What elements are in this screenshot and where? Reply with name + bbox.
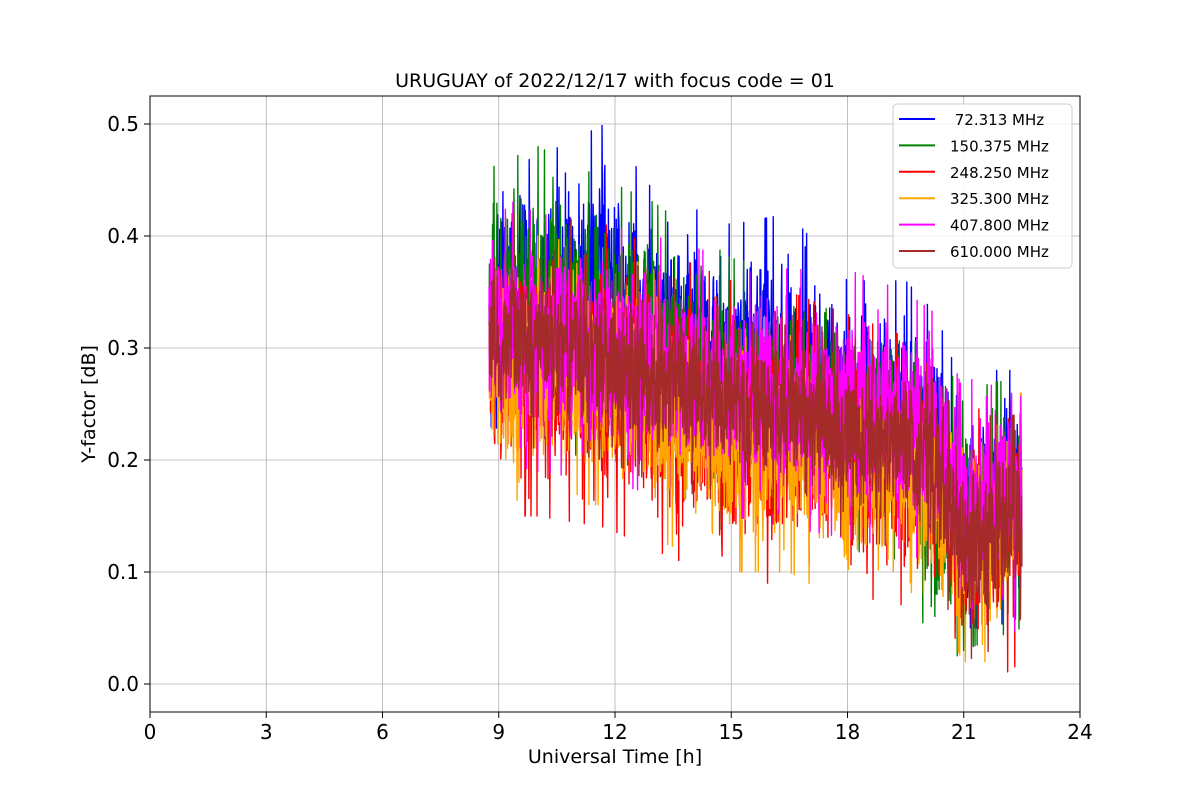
legend-label: 325.300 MHz	[950, 190, 1049, 208]
series-layer	[488, 124, 1023, 673]
y-tick-label: 0.3	[107, 336, 139, 360]
y-tick-label: 0.4	[107, 224, 139, 248]
y-tick-label: 0.2	[107, 448, 139, 472]
legend-box	[892, 103, 1073, 269]
x-tick-label: 18	[835, 720, 860, 744]
legend: 72.313 MHz 150.375 MHz 248.250 MHz 325.300 …	[892, 103, 1073, 269]
x-tick-label: 0	[144, 720, 157, 744]
legend-label: 407.800 MHz	[950, 217, 1049, 235]
x-tick-label: 9	[492, 720, 505, 744]
y-tick-label: 0.5	[107, 112, 139, 136]
y-tick-label: 0.0	[107, 672, 139, 696]
y-axis-label: Y-factor [dB]	[78, 345, 100, 464]
legend-label: 72.313 MHz	[950, 111, 1044, 129]
legend-label: 150.375 MHz	[950, 137, 1049, 155]
legend-label: 610.000 MHz	[950, 243, 1049, 261]
x-tick-label: 12	[602, 720, 627, 744]
x-tick-label: 24	[1067, 720, 1092, 744]
x-axis-label: Universal Time [h]	[528, 746, 702, 768]
x-tick-label: 6	[376, 720, 389, 744]
x-tick-label: 21	[951, 720, 976, 744]
legend-label: 248.250 MHz	[950, 164, 1049, 182]
x-tick-label: 15	[719, 720, 744, 744]
series-line	[488, 249, 1023, 660]
x-tick-label: 3	[260, 720, 273, 744]
axis-ticks: 0 3 6 9 12 15 18 21 24 0.0 0.1 0.2 0.3 0.4 0.5	[107, 112, 1093, 744]
y-tick-label: 0.1	[107, 560, 139, 584]
chart-title: URUGUAY of 2022/12/17 with focus code = …	[395, 70, 835, 92]
